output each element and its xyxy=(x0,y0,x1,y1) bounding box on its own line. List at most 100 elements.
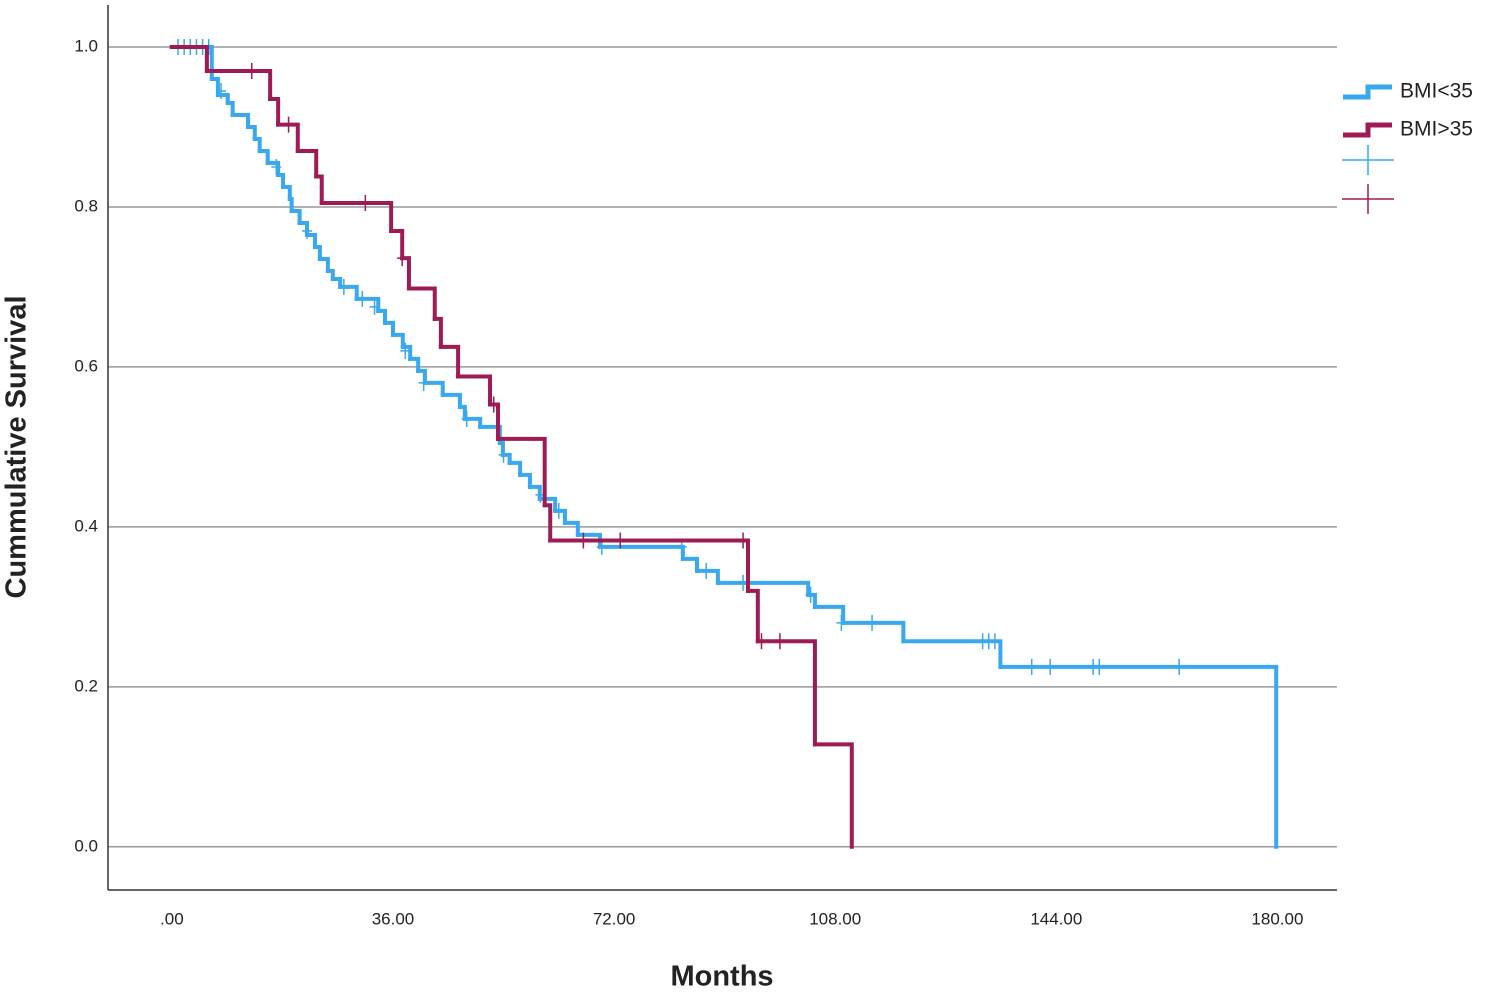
censor-mark xyxy=(756,633,767,650)
survival-step xyxy=(575,532,602,549)
censor-mark xyxy=(836,614,847,631)
survival-step xyxy=(695,568,720,585)
legend-censor xyxy=(1342,184,1394,214)
survival-step xyxy=(276,172,286,189)
censor-mark xyxy=(338,278,349,295)
censor-mark xyxy=(360,194,371,211)
survival-step xyxy=(295,148,319,179)
survival-step xyxy=(209,76,220,97)
censor-mark xyxy=(301,222,312,239)
survival-step xyxy=(287,196,294,213)
censor-mark xyxy=(271,158,282,175)
survival-step xyxy=(457,404,467,421)
survival-step xyxy=(289,208,302,225)
censor-mark xyxy=(488,396,499,413)
y-tick-label: 0.0 xyxy=(74,836,98,855)
censor-mark xyxy=(1094,658,1105,675)
survival-step xyxy=(252,136,262,153)
survival-step xyxy=(382,320,395,337)
x-tick-label: 180.00 xyxy=(1251,909,1303,928)
survival-step xyxy=(225,100,235,117)
censor-mark xyxy=(216,82,227,99)
censor-mark xyxy=(774,633,785,650)
y-tick-label: 0.8 xyxy=(74,196,98,215)
survival-step xyxy=(542,503,553,543)
survival-step xyxy=(416,368,427,385)
censor-mark xyxy=(1026,658,1037,675)
survival-step xyxy=(812,604,846,625)
legend-line xyxy=(1343,122,1392,138)
survival-step xyxy=(319,200,394,233)
censor-mark xyxy=(397,250,408,267)
x-tick-label: 108.00 xyxy=(809,909,861,928)
survival-step xyxy=(390,332,405,349)
censor-mark xyxy=(578,532,589,549)
censor-mark xyxy=(283,116,294,133)
censor-mark xyxy=(369,298,380,315)
survival-step xyxy=(597,544,685,561)
survival-step xyxy=(812,742,854,849)
survival-step xyxy=(281,184,292,201)
survival-step xyxy=(204,68,273,101)
x-tick-label: 72.00 xyxy=(593,909,636,928)
censor-mark xyxy=(246,62,257,79)
survival-step xyxy=(680,556,700,573)
y-axis-title: Cummulative Survival xyxy=(1,296,33,599)
censor-mark xyxy=(418,374,429,391)
y-tick-label: 0.4 xyxy=(74,516,98,535)
survival-step xyxy=(265,160,281,177)
legend-line xyxy=(1343,84,1392,100)
survival-step xyxy=(518,472,532,489)
censor-mark xyxy=(357,290,368,307)
survival-step xyxy=(440,392,462,409)
x-tick-label: 144.00 xyxy=(1030,909,1082,928)
survival-step xyxy=(496,436,547,508)
censor-mark xyxy=(1174,658,1185,675)
censor-mark xyxy=(615,532,626,549)
x-tick-label: .00 xyxy=(160,909,184,928)
survival-step xyxy=(408,356,421,373)
survival-step xyxy=(755,639,817,747)
survival-step xyxy=(432,316,443,349)
survival-step xyxy=(304,232,317,249)
x-axis-title: Months xyxy=(670,961,773,993)
censor-mark xyxy=(738,532,749,549)
survival-step xyxy=(715,580,811,597)
survival-step xyxy=(438,344,461,379)
survival-step xyxy=(562,520,580,537)
survival-step xyxy=(389,228,405,261)
censor-mark xyxy=(498,446,509,463)
legend-label: BMI<35 xyxy=(1400,80,1473,103)
censor-mark xyxy=(1045,658,1056,675)
survival-step xyxy=(338,284,359,301)
censor-mark xyxy=(867,614,878,631)
legend-label: BMI>35 xyxy=(1400,118,1473,141)
legend-censor xyxy=(1342,145,1394,175)
survival-step xyxy=(745,588,760,644)
x-tick-label: 36.00 xyxy=(372,909,415,928)
survival-step xyxy=(169,44,209,73)
survival-step xyxy=(230,112,251,129)
survival-step xyxy=(257,148,270,165)
censor-mark xyxy=(989,633,1000,650)
survival-step xyxy=(507,460,523,477)
censor-mark xyxy=(701,562,712,579)
survival-step xyxy=(901,639,1003,669)
survival-step xyxy=(314,174,324,205)
y-tick-label: 0.2 xyxy=(74,676,98,695)
survival-step xyxy=(456,374,493,407)
censor-mark xyxy=(400,342,411,359)
survival-step xyxy=(330,276,343,289)
censor-mark xyxy=(553,502,564,519)
survival-step xyxy=(268,96,281,127)
y-tick-label: 0.6 xyxy=(74,356,98,375)
survival-step xyxy=(998,664,1279,849)
survival-step xyxy=(312,244,322,261)
survival-step xyxy=(376,308,388,325)
survival-step xyxy=(841,620,906,644)
survival-step xyxy=(246,124,257,141)
survival-step xyxy=(325,268,335,281)
survival-step xyxy=(400,256,411,291)
